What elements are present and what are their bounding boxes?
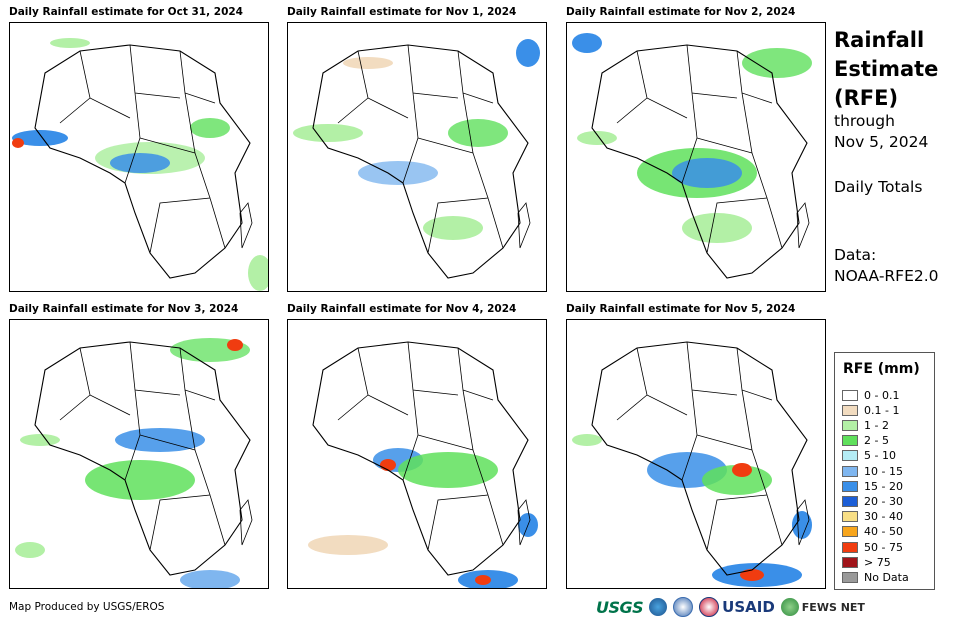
legend-label: 20 - 30 (864, 494, 903, 508)
rainfall-map (287, 22, 547, 292)
map-panel-nov2: Daily Rainfall estimate for Nov 2, 2024 (566, 6, 826, 292)
panel-title: Daily Rainfall estimate for Nov 2, 2024 (566, 6, 796, 18)
panel-title: Daily Rainfall estimate for Nov 4, 2024 (287, 303, 517, 315)
legend-item: > 75 (842, 555, 891, 569)
legend-item: No Data (842, 570, 909, 584)
state-seal-icon (673, 597, 694, 617)
legend-swatch (842, 495, 858, 507)
legend-item: 50 - 75 (842, 540, 903, 554)
map-panel-nov3: Daily Rainfall estimate for Nov 3, 2024 (9, 303, 269, 589)
legend-label: 0 - 0.1 (864, 388, 900, 402)
africa-map (293, 39, 540, 279)
legend-label: 30 - 40 (864, 510, 903, 524)
legend-swatch (842, 571, 858, 583)
africa-map (308, 341, 538, 588)
legend-label: 5 - 10 (864, 449, 896, 463)
legend-item: 0 - 0.1 (842, 388, 899, 402)
legend-item: 15 - 20 (842, 479, 903, 493)
rainfall-blobs (308, 448, 538, 588)
legend-swatch (842, 541, 858, 553)
data-label: Data: (834, 246, 877, 264)
legend-swatch (842, 450, 858, 462)
legend-item: 2 - 5 (842, 434, 889, 448)
rainfall-blobs (15, 338, 250, 588)
usgs-logo: USGS (596, 597, 644, 617)
fews-logo-text: FEWS NET (801, 600, 865, 614)
usaid-seal-icon (699, 597, 720, 617)
fews-logo: FEWS NET (780, 598, 865, 616)
title-line-3: (RFE) (834, 86, 899, 110)
rainfall-blobs (572, 33, 812, 243)
legend-item: 20 - 30 (842, 494, 903, 508)
panel-title: Daily Rainfall estimate for Nov 5, 2024 (566, 303, 796, 315)
data-source: NOAA-RFE2.0 (834, 267, 939, 285)
africa-map (572, 341, 812, 587)
end-date: Nov 5, 2024 (834, 133, 929, 151)
panel-title: Daily Rainfall estimate for Oct 31, 2024 (9, 6, 243, 18)
legend-swatch (842, 404, 858, 416)
rainfall-map (9, 22, 269, 292)
through-label: through (834, 112, 895, 130)
title-line-2: Estimate (834, 57, 939, 81)
map-panel-nov5: Daily Rainfall estimate for Nov 5, 2024 (566, 303, 826, 589)
usgs-logo-text: USGS (596, 597, 644, 617)
legend-item: 30 - 40 (842, 510, 903, 524)
legend-label: > 75 (864, 555, 891, 569)
legend-swatch (842, 511, 858, 523)
legend-label: 1 - 2 (864, 418, 889, 432)
credit-text: Map Produced by USGS/EROS (9, 601, 165, 613)
map-panel-nov1: Daily Rainfall estimate for Nov 1, 2024 (287, 6, 547, 292)
usaid-logo-text: USAID (722, 598, 775, 616)
noaa-logo-icon (649, 598, 668, 616)
legend-item: 5 - 10 (842, 449, 896, 463)
legend-label: 2 - 5 (864, 434, 889, 448)
legend-swatch (842, 389, 858, 401)
title-line-1: Rainfall (834, 28, 925, 52)
rainfall-map (9, 319, 269, 589)
rainfall-map (566, 22, 826, 292)
legend-label: 10 - 15 (864, 464, 903, 478)
legend-item: 0.1 - 1 (842, 403, 899, 417)
rainfall-blobs (572, 434, 812, 587)
rainfall-map (287, 319, 547, 589)
legend-swatch (842, 480, 858, 492)
legend-item: 10 - 15 (842, 464, 903, 478)
legend-label: 40 - 50 (864, 525, 903, 539)
fews-globe-icon (780, 598, 799, 616)
africa-map (15, 338, 253, 588)
legend-swatch (842, 435, 858, 447)
legend-label: 50 - 75 (864, 540, 903, 554)
legend-label: 0.1 - 1 (864, 403, 900, 417)
legend-item: 40 - 50 (842, 525, 903, 539)
legend-item: 1 - 2 (842, 418, 889, 432)
period-label: Daily Totals (834, 178, 923, 196)
usaid-logo: USAID (699, 597, 775, 617)
map-panel-nov4: Daily Rainfall estimate for Nov 4, 2024 (287, 303, 547, 589)
legend-swatch (842, 556, 858, 568)
rainfall-map (566, 319, 826, 589)
legend-label: 15 - 20 (864, 479, 903, 493)
legend-swatch (842, 526, 858, 538)
rainfall-blobs (12, 38, 268, 291)
rainfall-blobs (293, 39, 540, 240)
africa-map (572, 33, 812, 279)
africa-map (12, 38, 268, 291)
rfe-title: Rainfall Estimate (RFE) (834, 26, 938, 113)
panel-title: Daily Rainfall estimate for Nov 3, 2024 (9, 303, 239, 315)
legend-swatch (842, 465, 858, 477)
legend-swatch (842, 419, 858, 431)
legend-label: No Data (864, 570, 909, 584)
logo-strip: USGS USAID FEWS NET (596, 597, 865, 617)
legend-title: RFE (mm) (843, 361, 920, 377)
panel-title: Daily Rainfall estimate for Nov 1, 2024 (287, 6, 517, 18)
map-panel-oct31: Daily Rainfall estimate for Oct 31, 2024 (9, 6, 269, 292)
